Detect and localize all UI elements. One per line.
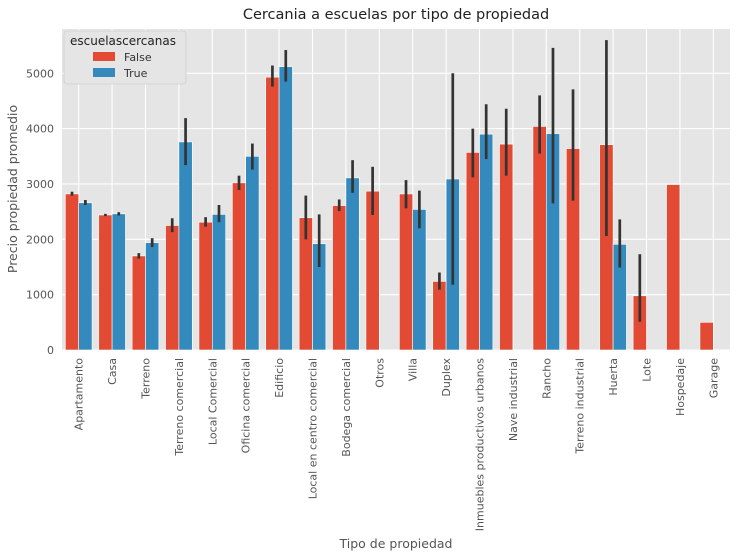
- bar-false: [465, 152, 480, 351]
- bar-false: [98, 214, 113, 351]
- x-tick-label: Lote: [641, 358, 654, 382]
- x-tick-label: Edificio: [273, 358, 286, 398]
- bar-false: [666, 184, 681, 351]
- x-tick-label: Apartamento: [73, 358, 86, 431]
- bar-false: [532, 126, 547, 351]
- bar-false: [699, 322, 714, 351]
- x-tick-label: Local en centro comercial: [307, 358, 320, 499]
- x-tick-label: Bodega comercial: [340, 358, 353, 457]
- bar-false: [65, 193, 79, 351]
- bar-true: [278, 66, 293, 351]
- x-tick-label: Nave industrial: [507, 358, 520, 441]
- bar-true: [412, 209, 427, 351]
- chart-title: Cercania a escuelas por tipo de propieda…: [243, 7, 549, 23]
- x-tick-label: Terreno: [140, 358, 153, 400]
- x-tick-label: Duplex: [440, 358, 453, 397]
- bar-true: [78, 202, 93, 351]
- bar-true: [479, 133, 494, 351]
- bar-false: [365, 190, 380, 351]
- x-tick-label: Hospedaje: [674, 358, 687, 416]
- x-axis-label: Tipo de propiedad: [339, 536, 453, 551]
- y-tick-label: 0: [47, 344, 54, 357]
- y-tick-label: 3000: [26, 178, 54, 191]
- legend-swatch-true: [93, 68, 115, 77]
- x-tick-label: Huerta: [607, 358, 620, 396]
- bar-true: [245, 155, 260, 351]
- legend-label-false: False: [124, 51, 152, 64]
- bar-false: [198, 221, 213, 351]
- x-tick-label: Inmuebles productivos urbanos: [474, 358, 487, 531]
- bar-false: [399, 193, 413, 351]
- bar-false: [165, 225, 180, 351]
- x-tick-label: Rancho: [540, 358, 553, 399]
- bar-false: [332, 205, 347, 351]
- bar-true: [178, 141, 193, 351]
- bar-true: [145, 242, 160, 351]
- y-tick-label: 2000: [26, 233, 54, 246]
- bar-false: [432, 281, 447, 351]
- x-tick-label: Garage: [707, 358, 720, 399]
- x-tick-label: Villa: [407, 358, 420, 381]
- bar-false: [232, 182, 246, 351]
- y-tick-label: 4000: [26, 123, 54, 136]
- bar-false: [131, 255, 146, 351]
- y-tick-label: 5000: [26, 67, 54, 80]
- x-tick-label: Terreno comercial: [173, 358, 186, 457]
- x-tick-label: Terreno industrial: [574, 358, 587, 455]
- y-axis-ticks: 0 1000 2000 3000 4000 5000: [26, 67, 54, 357]
- bar-true: [212, 214, 226, 351]
- x-tick-label: Oficina comercial: [240, 358, 253, 453]
- bar-true: [111, 213, 126, 351]
- legend-swatch-false: [93, 52, 115, 61]
- bar-false: [265, 76, 280, 351]
- error-bars: [70, 40, 642, 322]
- y-axis-label: Precio propiedad promedio: [5, 105, 20, 273]
- x-tick-label: Local Comercial: [206, 358, 219, 445]
- y-tick-label: 1000: [26, 289, 54, 302]
- legend: escuelascercanas False True: [63, 30, 187, 85]
- x-axis-ticks: Apartamento Casa Terreno Terreno comercial L…: [73, 358, 721, 532]
- legend-label-true: True: [123, 67, 148, 80]
- bar-true: [345, 177, 360, 351]
- x-tick-label: Casa: [106, 358, 119, 385]
- legend-title: escuelascercanas: [70, 34, 176, 48]
- x-tick-label: Otros: [373, 358, 386, 388]
